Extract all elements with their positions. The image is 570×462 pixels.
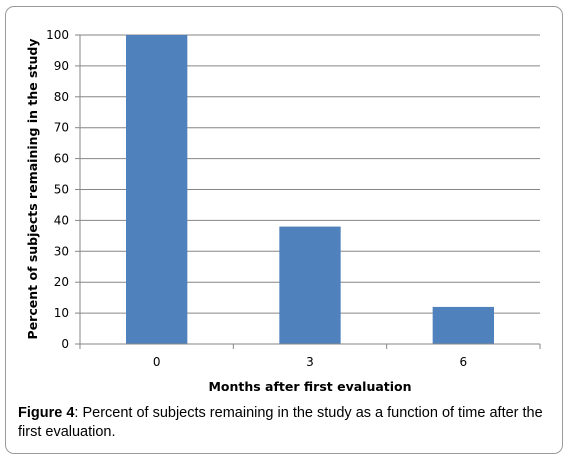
bar-0 bbox=[126, 35, 188, 344]
y-tick-label: 100 bbox=[46, 28, 69, 42]
x-tick-label: 3 bbox=[306, 355, 314, 369]
y-tick-label: 20 bbox=[54, 275, 69, 289]
y-tick-label: 0 bbox=[61, 337, 69, 351]
x-axis-title: Months after first evaluation bbox=[208, 379, 411, 394]
x-tick-label: 0 bbox=[153, 355, 161, 369]
y-tick-label: 50 bbox=[54, 183, 69, 197]
caption-text: : Percent of subjects remaining in the s… bbox=[18, 405, 543, 440]
y-tick-label: 30 bbox=[54, 244, 69, 258]
y-tick-label: 40 bbox=[54, 213, 69, 227]
y-tick-label: 90 bbox=[54, 59, 69, 73]
axes bbox=[79, 35, 541, 349]
bar-3 bbox=[279, 226, 341, 344]
caption-label: Figure 4 bbox=[18, 405, 75, 421]
y-tick-label: 70 bbox=[54, 121, 69, 135]
y-tick-label: 60 bbox=[54, 152, 69, 166]
bars bbox=[126, 35, 494, 344]
x-tick-label: 6 bbox=[460, 355, 468, 369]
figure-caption: Figure 4: Percent of subjects remaining … bbox=[18, 404, 558, 442]
y-tick-label: 10 bbox=[54, 306, 69, 320]
x-tick-labels: 0 3 6 bbox=[153, 355, 467, 369]
y-tick-labels: 0 10 20 30 40 50 60 70 80 90 100 bbox=[46, 28, 69, 351]
y-tick-label: 80 bbox=[54, 90, 69, 104]
y-axis-title: Percent of subjects remaining in the stu… bbox=[25, 39, 40, 340]
bar-6 bbox=[432, 306, 494, 344]
